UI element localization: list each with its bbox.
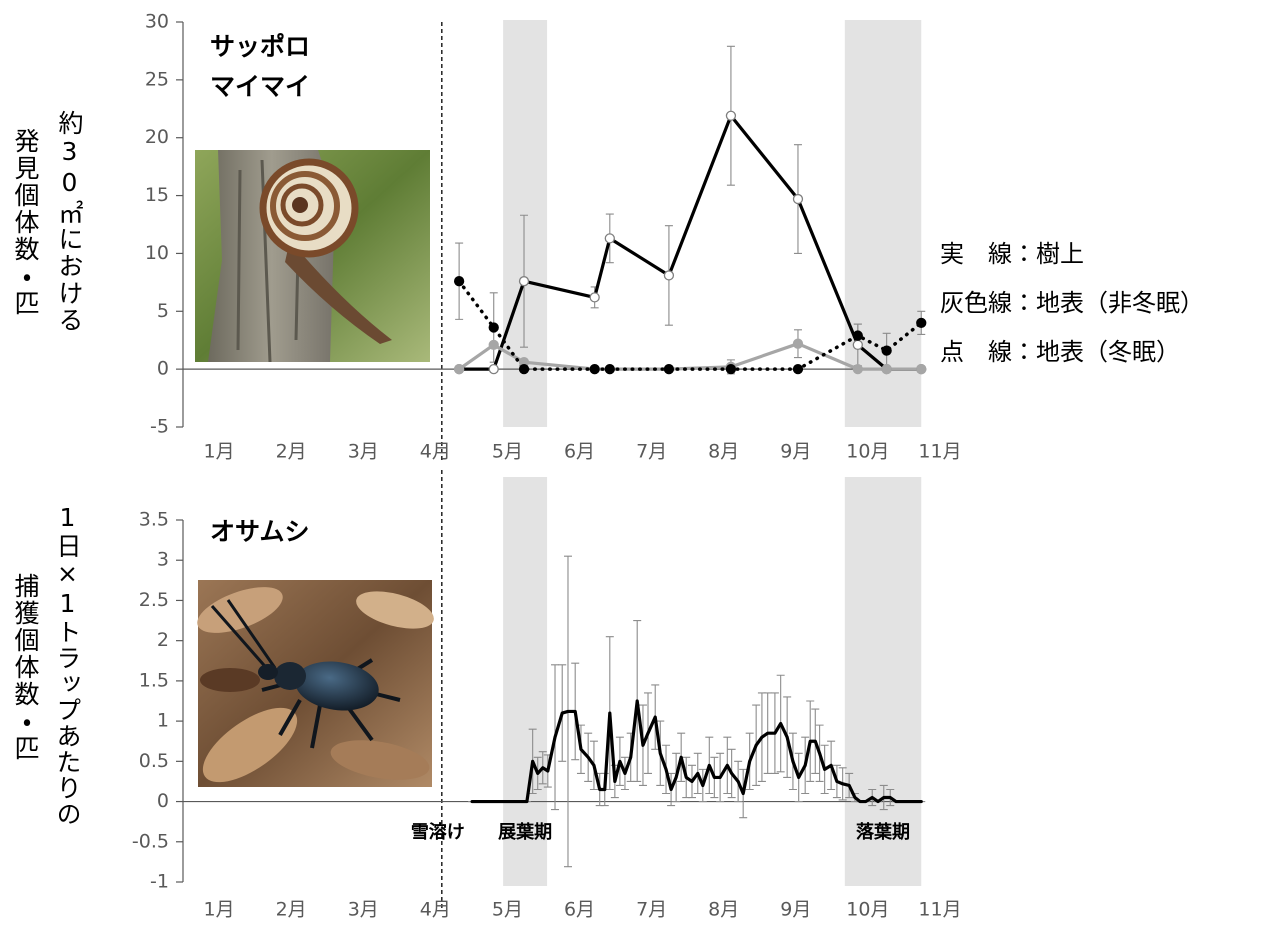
shaded-period: [844, 477, 922, 886]
y-tick-label: 2.5: [139, 589, 169, 611]
data-point: [916, 363, 927, 375]
x-tick-label: 2月: [276, 441, 307, 463]
x-tick-label: 4月: [420, 899, 451, 921]
x-tick-label: 10月: [846, 899, 889, 921]
data-point: [663, 363, 675, 375]
data-point: [725, 363, 737, 375]
legend-entry: 点 線：地表（冬眠）: [940, 338, 1180, 366]
period-label: 展葉期: [498, 822, 552, 843]
data-point: [589, 363, 600, 375]
y-axis-label: 約30㎡における: [55, 110, 84, 334]
y-axis-label: 発見個体数・匹: [11, 128, 40, 317]
data-point: [604, 363, 615, 375]
y-tick-label: 15: [145, 184, 169, 206]
y-tick-label: 0: [157, 790, 169, 812]
chart-title: サッポロ: [210, 32, 310, 61]
data-point: [792, 338, 804, 349]
data-point: [792, 193, 804, 205]
series-line: [470, 699, 923, 804]
beetle-photo: [197, 580, 434, 787]
event-label: 雪溶け: [411, 821, 465, 843]
y-tick-label: 30: [145, 11, 169, 33]
data-point: [453, 276, 465, 287]
x-tick-label: 7月: [636, 899, 667, 921]
y-tick-label: 2: [157, 629, 169, 651]
x-tick-label: 8月: [708, 441, 739, 463]
data-point: [852, 339, 863, 350]
x-tick-label: 5月: [492, 899, 523, 921]
data-point: [881, 363, 892, 375]
data-point: [725, 110, 737, 121]
y-axis-label: 捕獲個体数・匹: [11, 573, 40, 762]
x-tick-label: 10月: [846, 441, 889, 463]
x-tick-label: 1月: [204, 441, 235, 463]
legend-entry: 実 線：樹上: [940, 240, 1084, 268]
shaded-period: [503, 477, 548, 886]
data-point: [488, 322, 499, 333]
y-tick-label: 1: [157, 710, 169, 732]
x-tick-label: 6月: [564, 441, 595, 463]
data-point: [792, 363, 804, 375]
y-tick-label: 25: [145, 68, 169, 90]
chart-title: オサムシ: [210, 517, 310, 546]
x-tick-label: 8月: [708, 899, 739, 921]
data-point: [881, 345, 892, 356]
data-point: [604, 233, 615, 244]
y-tick-label: -1: [150, 871, 169, 893]
data-point: [663, 270, 675, 281]
y-tick-label: 1.5: [139, 669, 169, 691]
y-tick-label: 5: [157, 300, 169, 322]
x-tick-label: 9月: [780, 441, 811, 463]
data-point: [488, 339, 499, 350]
y-tick-label: 3.5: [139, 509, 169, 531]
x-tick-label: 4月: [420, 441, 451, 463]
y-axis-label: 1日×1トラップあたりの: [53, 503, 82, 827]
x-tick-label: 7月: [636, 441, 667, 463]
y-tick-label: 20: [145, 126, 169, 148]
y-tick-label: 0.5: [139, 750, 169, 772]
y-tick-label: 0: [157, 358, 169, 380]
period-label: 落葉期: [856, 822, 910, 843]
y-tick-label: -0.5: [132, 830, 169, 852]
data-point: [916, 317, 927, 329]
x-tick-label: 2月: [276, 899, 307, 921]
data-point: [852, 363, 863, 375]
x-tick-label: 11月: [918, 441, 961, 463]
x-tick-label: 3月: [348, 899, 379, 921]
legend-entry: 灰色線：地表（非冬眠）: [940, 289, 1204, 317]
x-tick-label: 1月: [204, 899, 235, 921]
data-point: [852, 330, 863, 341]
y-tick-label: -5: [150, 416, 169, 438]
x-tick-label: 6月: [564, 899, 595, 921]
data-point: [589, 292, 600, 303]
x-tick-label: 5月: [492, 441, 523, 463]
snail-photo: [195, 150, 430, 363]
x-tick-label: 11月: [918, 899, 961, 921]
data-point: [453, 363, 465, 375]
y-tick-label: 10: [145, 242, 169, 264]
data-point: [518, 276, 530, 287]
y-tick-label: 3: [157, 549, 169, 571]
chart-title: マイマイ: [210, 72, 310, 101]
data-point: [488, 363, 499, 375]
x-tick-label: 9月: [780, 899, 811, 921]
data-point: [518, 363, 530, 375]
x-tick-label: 3月: [348, 441, 379, 463]
